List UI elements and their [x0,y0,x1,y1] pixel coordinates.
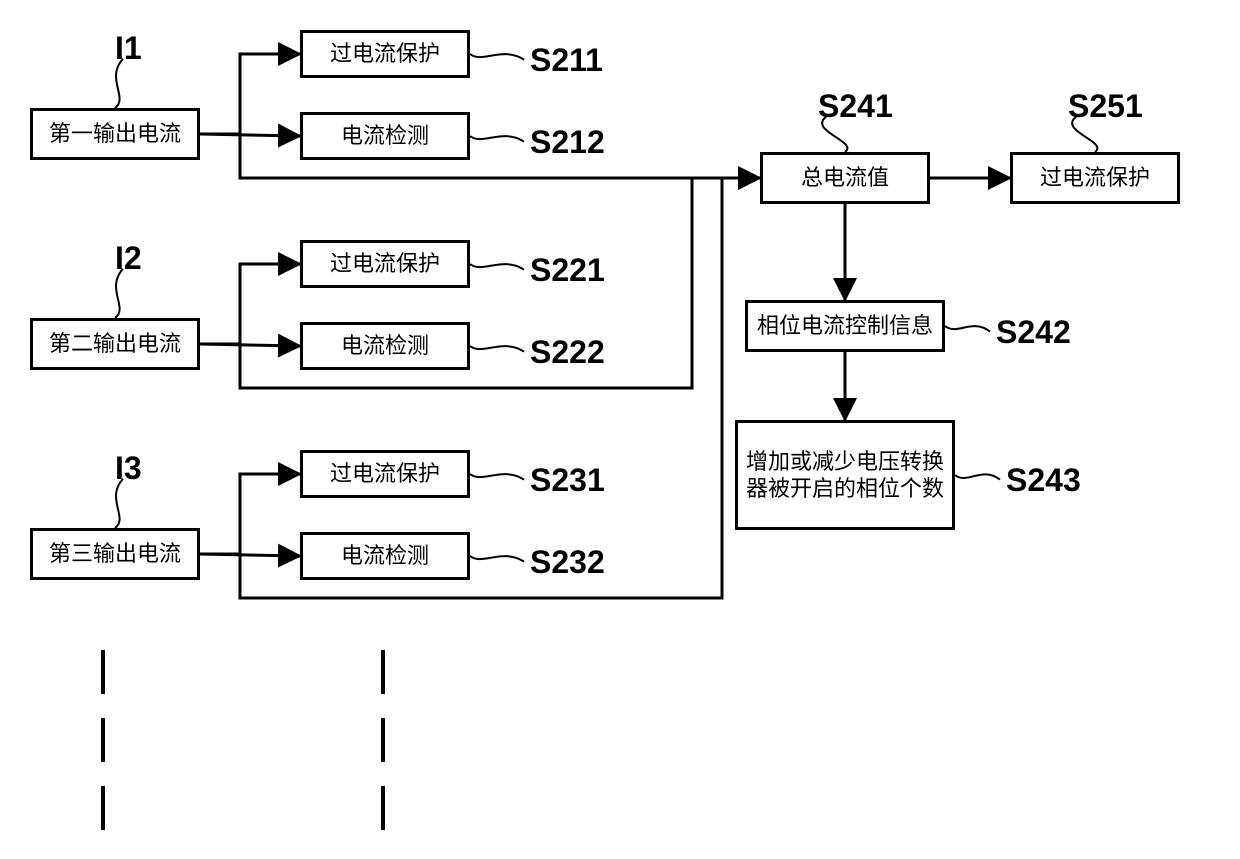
edge-I1-S211 [200,54,300,134]
continuation-dashes [101,650,105,830]
edge-I2-S222 [200,344,300,346]
node-S243: 增加或减少电压转换器被开启的相位个数 [735,420,955,530]
label-L_S221: S221 [530,252,605,289]
lead-L_S231 [470,474,524,480]
label-L_S241: S241 [818,88,893,125]
node-I1: 第一输出电流 [30,108,200,160]
node-S232: 电流检测 [300,532,470,580]
label-L_S232: S232 [530,544,605,581]
continuation-dashes [381,650,385,830]
label-L_S211: S211 [530,42,603,79]
lead-L_S211 [470,54,524,60]
edge-I3-S231 [200,474,300,554]
node-S251: 过电流保护 [1010,152,1180,204]
node-S222: 电流检测 [300,322,470,370]
node-S212: 电流检测 [300,112,470,160]
label-L_I2: I2 [115,240,142,277]
lead-L_S222 [470,346,524,352]
label-L_S251: S251 [1068,88,1143,125]
label-L_S222: S222 [530,334,605,371]
label-L_S212: S212 [530,124,605,161]
label-L_I1: I1 [115,30,142,67]
label-L_S231: S231 [530,462,605,499]
node-S241: 总电流值 [760,152,930,204]
lead-L_S243 [955,474,1000,479]
diagram-canvas: 第一输出电流第二输出电流第三输出电流过电流保护电流检测过电流保护电流检测过电流保… [0,0,1240,859]
label-L_S242: S242 [996,314,1071,351]
node-S221: 过电流保护 [300,240,470,288]
node-S242: 相位电流控制信息 [745,300,945,352]
lead-L_S232 [470,556,524,562]
label-L_S243: S243 [1006,462,1081,499]
edge-I3-S232 [200,554,300,556]
lead-L_S221 [470,264,524,270]
node-S211: 过电流保护 [300,30,470,78]
node-I3: 第三输出电流 [30,528,200,580]
lead-L_S242 [945,326,990,332]
node-S231: 过电流保护 [300,450,470,498]
edge-I1-S212 [200,134,300,136]
node-I2: 第二输出电流 [30,318,200,370]
label-L_I3: I3 [115,450,142,487]
lead-L_S212 [470,136,524,142]
edge-I2-S221 [200,264,300,344]
